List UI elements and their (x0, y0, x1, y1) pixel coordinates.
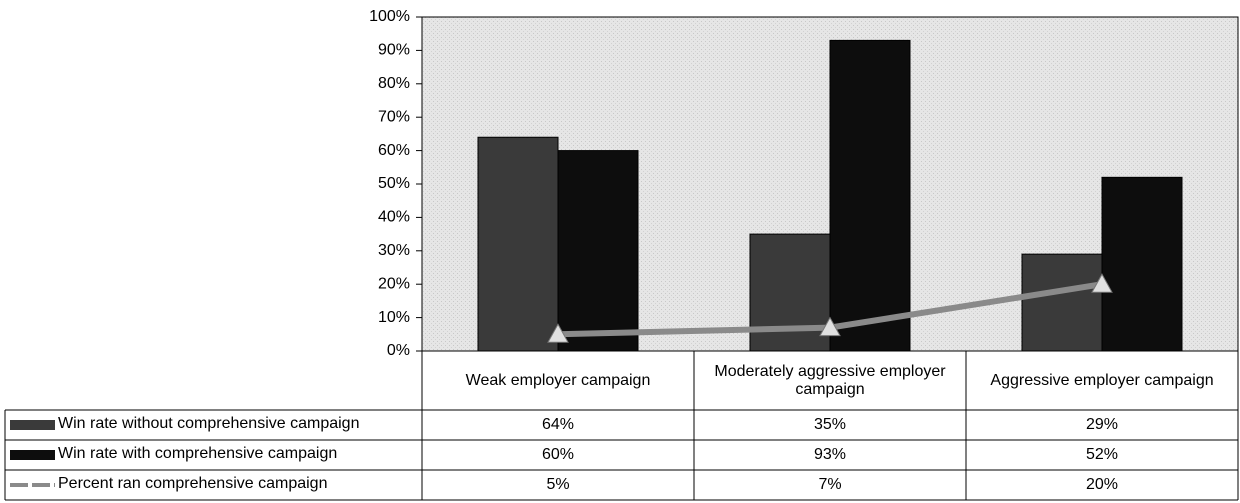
y-tick-label: 10% (378, 309, 410, 326)
table-value: 20% (1085, 476, 1119, 493)
x-tick-label: Moderately aggressive employer campaign (714, 362, 946, 398)
table-value: 35% (813, 416, 847, 433)
legend-label: Percent ran comprehensive campaign (58, 475, 328, 492)
table-value: 52% (1085, 446, 1119, 463)
x-tick-label: Weak employer campaign (465, 371, 651, 389)
table-value: 29% (1085, 416, 1119, 433)
y-tick-label: 20% (378, 275, 410, 292)
y-tick-label: 30% (378, 242, 410, 259)
y-tick-label: 40% (378, 209, 410, 226)
bar (829, 39, 911, 352)
marker (1091, 273, 1113, 293)
marker (819, 316, 841, 337)
y-tick-label: 90% (378, 42, 410, 59)
table-value: 5% (546, 476, 570, 493)
y-tick-label: 50% (378, 175, 410, 192)
legend-label: Win rate with comprehensive campaign (58, 445, 338, 462)
y-tick-label: 70% (378, 108, 410, 125)
x-tick-label: Aggressive employer campaign (990, 371, 1214, 389)
bar (1101, 176, 1183, 352)
bar (477, 136, 559, 352)
bar (557, 150, 639, 352)
y-tick-label: 80% (378, 75, 410, 92)
table-value: 7% (818, 476, 842, 493)
table-value: 93% (813, 446, 847, 463)
legend-swatch (10, 420, 55, 430)
legend-swatch (10, 450, 55, 460)
marker (547, 323, 569, 343)
y-tick-label: 0% (387, 342, 410, 359)
bar (749, 233, 831, 352)
y-tick-label: 60% (378, 142, 410, 159)
bar (1021, 253, 1103, 352)
legend-label: Win rate without comprehensive campaign (58, 415, 360, 432)
table-value: 60% (541, 446, 575, 463)
table-value: 64% (541, 416, 575, 433)
y-tick-label: 100% (369, 8, 410, 25)
